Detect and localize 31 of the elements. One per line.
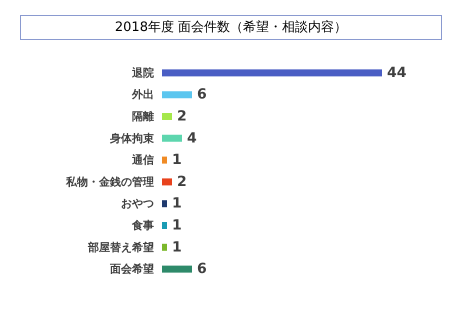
data-label: 1	[172, 239, 182, 256]
bar	[162, 69, 382, 76]
data-label: 2	[177, 108, 187, 124]
data-label: 2	[177, 174, 187, 190]
bar	[162, 222, 167, 229]
bar	[162, 200, 167, 208]
bar	[162, 113, 172, 120]
y-tick-label: 食事	[131, 219, 154, 232]
y-tick-label: 面会希望	[109, 262, 154, 276]
y-tick-label: 私物・金銭の管理	[65, 175, 154, 188]
data-label: 1	[172, 218, 182, 234]
data-label: 4	[187, 130, 197, 146]
y-tick-label: 通信	[131, 154, 154, 167]
bar	[162, 266, 192, 273]
data-label: 6	[197, 261, 207, 278]
bar	[162, 244, 167, 251]
data-label: 1	[172, 152, 182, 168]
data-label: 44	[387, 64, 407, 81]
y-tick-label: 身体拘束	[109, 132, 154, 145]
y-tick-label: 外出	[131, 88, 154, 102]
y-tick-label: 退院	[131, 66, 154, 80]
bar	[162, 178, 172, 186]
data-label: 1	[172, 196, 182, 212]
y-tick-label: おやつ	[121, 197, 154, 210]
chart-title: 2018年度 面会件数（希望・相談内容）	[114, 19, 348, 35]
y-tick-label: 隔離	[132, 110, 154, 123]
data-label: 6	[197, 86, 207, 103]
y-tick-label: 部屋替え希望	[87, 240, 154, 254]
bar	[162, 91, 192, 98]
bar	[162, 156, 167, 164]
bar	[162, 134, 182, 142]
